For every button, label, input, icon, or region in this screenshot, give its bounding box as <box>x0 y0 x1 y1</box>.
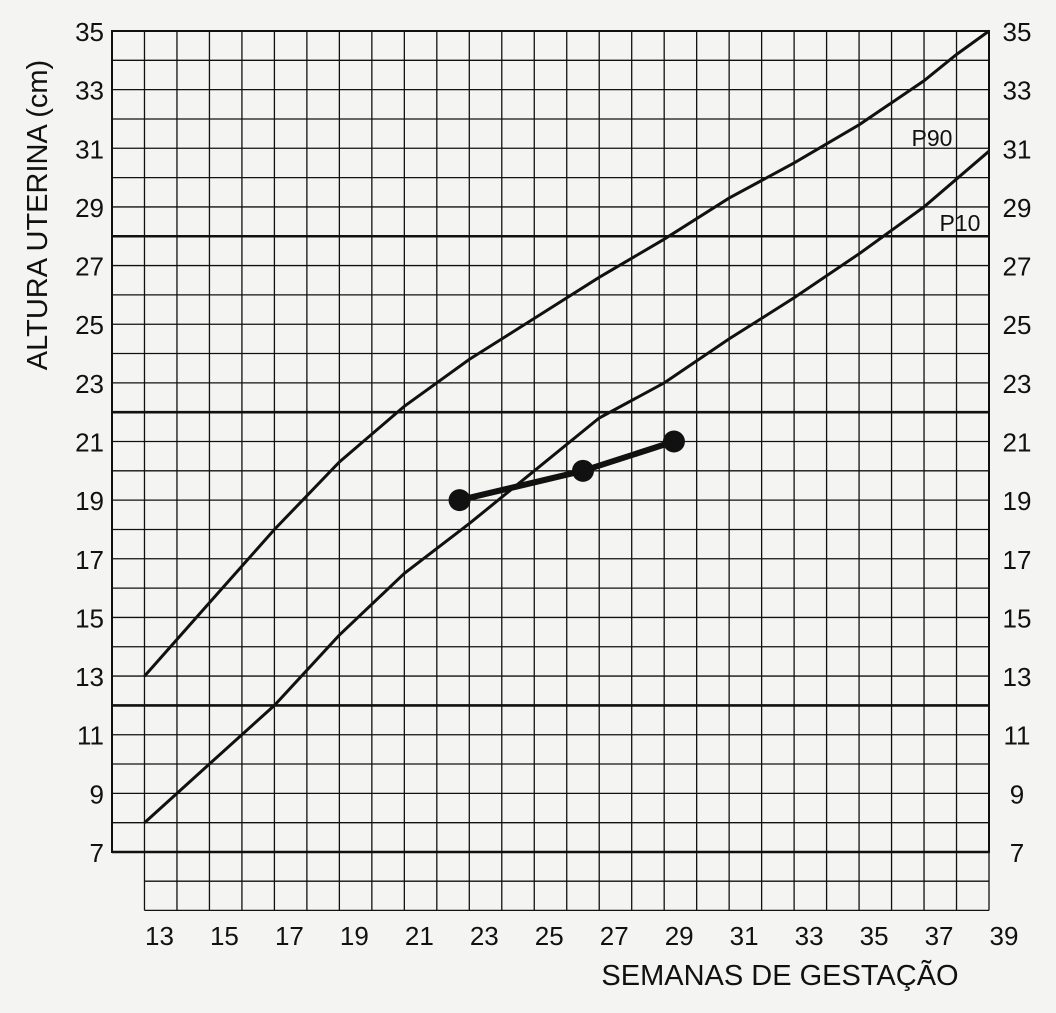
y-tick-label-right: 23 <box>1003 369 1032 399</box>
measured-point <box>662 430 685 453</box>
x-tick-label: 15 <box>210 921 239 951</box>
x-tick-label: 19 <box>340 921 369 951</box>
y-tick-label-right: 19 <box>1003 486 1032 516</box>
y-tick-label-right: 35 <box>1003 17 1032 47</box>
y-tick-label-right: 27 <box>1003 252 1032 282</box>
y-tick-label-left: 11 <box>77 721 104 751</box>
x-tick-label: 29 <box>665 921 694 951</box>
x-tick-label: 37 <box>925 921 954 951</box>
y-tick-label-left: 31 <box>75 134 104 164</box>
y-tick-label-left: 29 <box>75 193 104 223</box>
curve-p10 <box>143 150 990 824</box>
y-tick-label-right: 11 <box>1004 721 1031 751</box>
x-tick-label: 23 <box>470 921 499 951</box>
x-tick-label: 25 <box>535 921 564 951</box>
x-tick-label: 35 <box>860 921 889 951</box>
curve-label-p90: P90 <box>912 125 953 151</box>
x-tick-label: 31 <box>730 921 759 951</box>
x-axis-label: SEMANAS DE GESTAÇÃO <box>601 958 958 992</box>
x-tick-label: 21 <box>405 921 434 951</box>
curve-label-p10: P10 <box>940 210 981 236</box>
y-tick-label-left: 19 <box>75 486 104 516</box>
y-tick-label-left: 27 <box>75 252 104 282</box>
y-axis-label: ALTURA UTERINA (cm) <box>22 60 54 370</box>
y-tick-label-right: 21 <box>1003 428 1032 458</box>
y-tick-label-right: 25 <box>1003 310 1032 340</box>
measured-point <box>448 489 471 512</box>
y-tick-label-right: 9 <box>1010 779 1024 809</box>
y-tick-label-right: 15 <box>1003 603 1032 633</box>
y-tick-label-right: 13 <box>1003 662 1032 692</box>
y-tick-label-left: 7 <box>90 838 104 868</box>
grid <box>111 30 990 912</box>
y-tick-label-left: 9 <box>90 779 104 809</box>
y-tick-label-left: 35 <box>75 17 104 47</box>
series-layer: P90 P10 <box>143 29 990 824</box>
y-tick-label-right: 29 <box>1003 193 1032 223</box>
x-tick-label: 13 <box>145 921 174 951</box>
y-tick-label-left: 13 <box>75 662 104 692</box>
x-tick-label: 27 <box>600 921 629 951</box>
y-tick-label-left: 25 <box>75 310 104 340</box>
x-tick-label: 17 <box>275 921 304 951</box>
curve-p90 <box>143 29 990 678</box>
y-tick-label-left: 17 <box>75 545 104 575</box>
y-tick-label-left: 33 <box>75 76 104 106</box>
y-tick-label-right: 31 <box>1003 134 1032 164</box>
y-tick-label-left: 15 <box>75 603 104 633</box>
measured-point <box>571 459 594 482</box>
y-tick-label-left: 21 <box>75 428 104 458</box>
x-tick-label: 39 <box>990 921 1019 951</box>
y-tick-label-right: 7 <box>1010 838 1024 868</box>
x-tick-label: 33 <box>795 921 824 951</box>
y-tick-label-left: 23 <box>75 369 104 399</box>
y-tick-label-right: 17 <box>1003 545 1032 575</box>
y-tick-label-right: 33 <box>1003 76 1032 106</box>
tick-labels: 7 7 9 9 11 11 13 13 15 15 17 17 19 19 21 21 23 23 25 25 27 27… <box>75 17 1031 951</box>
